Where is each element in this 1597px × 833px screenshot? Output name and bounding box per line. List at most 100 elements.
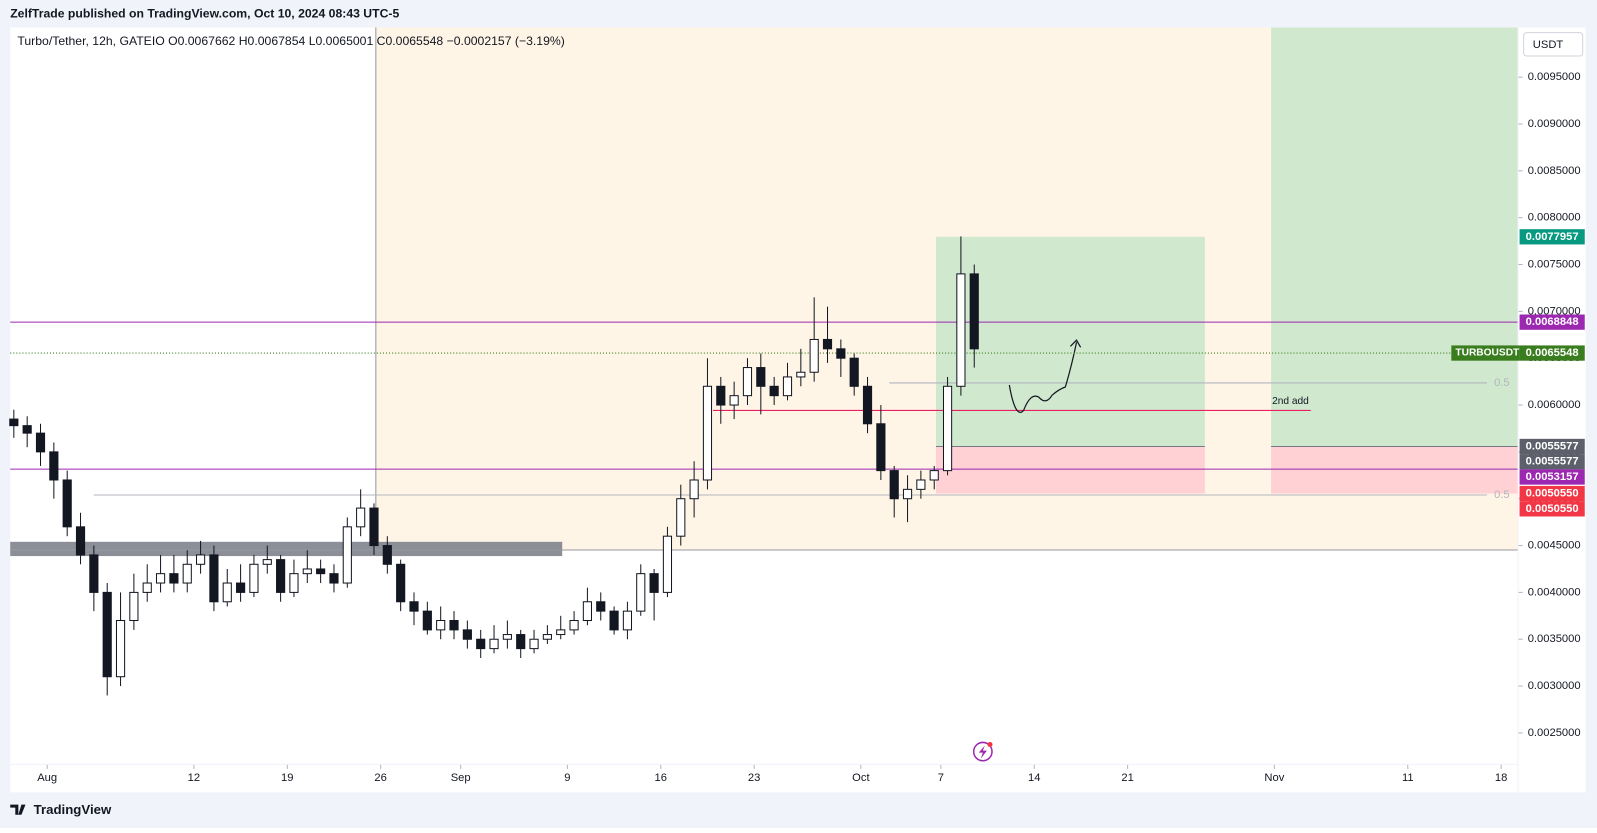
x-tick-label: 9 bbox=[564, 772, 570, 784]
event-icon-bolt bbox=[978, 745, 987, 759]
note: 2nd add bbox=[1272, 396, 1309, 407]
event-icon[interactable] bbox=[972, 741, 993, 762]
time-axis bbox=[10, 764, 1518, 793]
candle-body bbox=[382, 545, 392, 565]
candle-body bbox=[862, 385, 873, 425]
candle-body bbox=[115, 619, 126, 678]
fib-label: 0.5 bbox=[1494, 377, 1510, 389]
candle-body bbox=[782, 376, 793, 397]
candle-body bbox=[422, 610, 432, 631]
price-label-box bbox=[1519, 469, 1585, 485]
y-tick-label: 0.0075000 bbox=[1528, 258, 1581, 270]
candle-body bbox=[476, 638, 486, 650]
candle-body bbox=[769, 385, 779, 397]
event-dot bbox=[987, 741, 993, 748]
candle-body bbox=[689, 479, 699, 500]
y-tick-label: 0.0095000 bbox=[1528, 71, 1581, 83]
y-tick-label: 0.0080000 bbox=[1528, 212, 1581, 224]
price-label: 0.0065548 bbox=[1526, 347, 1579, 359]
price-label: 0.0053157 bbox=[1526, 471, 1579, 483]
candle-body bbox=[729, 395, 739, 406]
candle-body bbox=[809, 338, 819, 373]
x-tick-label: 11 bbox=[1402, 772, 1414, 784]
candle-body bbox=[49, 451, 59, 481]
candle-body bbox=[902, 488, 913, 500]
candle-body bbox=[75, 526, 86, 556]
candle-body bbox=[9, 418, 19, 427]
candle-body bbox=[89, 554, 99, 593]
candle-body bbox=[916, 479, 926, 490]
symbol-label-box bbox=[1451, 345, 1520, 361]
candle-body bbox=[369, 507, 379, 547]
candle-body bbox=[676, 498, 686, 537]
price-axis bbox=[1518, 27, 1586, 793]
gray-zone bbox=[10, 541, 563, 557]
y-tick-label: 0.0060000 bbox=[1528, 399, 1581, 411]
x-tick-label: 12 bbox=[188, 772, 200, 784]
candle-body bbox=[956, 273, 966, 387]
price-label: 0.0055577 bbox=[1526, 456, 1579, 468]
candle-body bbox=[329, 573, 339, 584]
price-label: 0.0055577 bbox=[1526, 440, 1579, 452]
candle-body bbox=[942, 385, 953, 472]
price-label: 0.0050550 bbox=[1526, 503, 1579, 515]
candle-body bbox=[356, 507, 366, 528]
y-tick-label: 0.0025000 bbox=[1528, 727, 1581, 739]
y-tick-label: 0.0045000 bbox=[1528, 540, 1581, 552]
candle-body bbox=[249, 563, 259, 593]
y-tick-label: 0.0040000 bbox=[1528, 586, 1581, 598]
y-tick-label: 0.0090000 bbox=[1528, 118, 1581, 130]
x-tick-label: 16 bbox=[655, 772, 667, 784]
price-label: 0.0068848 bbox=[1526, 316, 1579, 328]
target-zone bbox=[935, 236, 1205, 447]
x-tick-label: 23 bbox=[748, 772, 760, 784]
candle-body bbox=[569, 619, 579, 631]
logo bbox=[10, 804, 26, 815]
candle-body bbox=[489, 638, 499, 650]
price-labels: 0.0025000 0.0030000 0.0035000 0.0040000 0.00… bbox=[37, 71, 1585, 784]
candle-body bbox=[756, 367, 766, 387]
candle-body bbox=[462, 629, 472, 640]
legend-ohlc: O0.0067662 H0.0067854 L0.0065001 C0.0065… bbox=[168, 34, 565, 48]
candle-body bbox=[662, 535, 673, 593]
currency-button[interactable] bbox=[1523, 32, 1584, 57]
candle-body bbox=[436, 619, 446, 631]
candle-body bbox=[716, 385, 726, 406]
candle-body bbox=[889, 470, 899, 500]
candle-body bbox=[609, 610, 619, 631]
candle-body bbox=[849, 357, 859, 387]
candle-body bbox=[302, 568, 312, 575]
currency[interactable]: USDT bbox=[1533, 39, 1564, 51]
candle-body bbox=[876, 423, 886, 472]
x-tick-label: 7 bbox=[938, 772, 944, 784]
x-tick-label: Oct bbox=[852, 772, 870, 784]
candle-body bbox=[236, 582, 246, 593]
y-tick-label: 0.0030000 bbox=[1528, 680, 1581, 692]
candle-body bbox=[222, 582, 232, 603]
candle-body bbox=[836, 348, 846, 359]
candle-body bbox=[529, 638, 539, 650]
candle-body bbox=[556, 629, 566, 636]
price-label-box bbox=[1519, 501, 1585, 517]
symbol-label: TURBOUSDT bbox=[1455, 348, 1520, 359]
stop-zone bbox=[935, 446, 1205, 494]
candle-body bbox=[62, 479, 72, 528]
candle-body bbox=[742, 367, 753, 397]
candle-body bbox=[409, 601, 419, 612]
target-zone bbox=[1271, 27, 1518, 447]
candle-body bbox=[209, 554, 219, 603]
candle-body bbox=[276, 559, 286, 593]
candle-body bbox=[596, 601, 606, 612]
candle-body bbox=[796, 371, 806, 378]
candle-body bbox=[195, 554, 206, 565]
candle-body bbox=[142, 582, 152, 593]
candle-body bbox=[929, 470, 939, 481]
x-tick-label: Sep bbox=[451, 772, 471, 784]
legend-title: Turbo/Tether, 12h, GATEIO bbox=[17, 34, 164, 48]
candle-body bbox=[502, 634, 512, 640]
stop-zone bbox=[1271, 446, 1518, 494]
candle-body bbox=[649, 573, 659, 593]
candle-body bbox=[702, 385, 713, 481]
candle-body bbox=[182, 563, 192, 584]
